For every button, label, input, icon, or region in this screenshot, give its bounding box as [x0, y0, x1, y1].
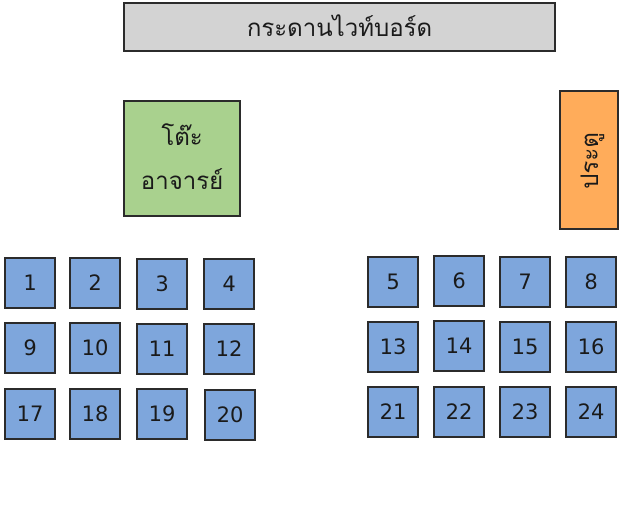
seat-23: 23	[499, 386, 551, 438]
seat-number: 18	[82, 402, 109, 426]
seat-number: 24	[578, 400, 605, 424]
seat-number: 16	[578, 335, 605, 359]
seat-24: 24	[565, 386, 617, 438]
seat-8: 8	[565, 256, 617, 308]
teacher-desk-label-line2: อาจารย์	[141, 159, 223, 203]
seat-1: 1	[4, 257, 56, 309]
seat-number: 22	[446, 400, 473, 424]
teacher-desk: โต๊ะ อาจารย์	[123, 100, 241, 217]
seat-number: 4	[222, 272, 235, 296]
seat-number: 20	[217, 403, 244, 427]
seat-number: 9	[23, 336, 36, 360]
seat-11: 11	[136, 323, 188, 375]
seat-number: 8	[584, 270, 597, 294]
seat-10: 10	[69, 322, 121, 374]
seat-20: 20	[204, 389, 256, 441]
door: ประตู	[559, 90, 619, 230]
seat-2: 2	[69, 257, 121, 309]
seat-15: 15	[499, 321, 551, 373]
seat-number: 14	[446, 334, 473, 358]
seat-number: 7	[518, 270, 531, 294]
seat-6: 6	[433, 255, 485, 307]
whiteboard: กระดานไวท์บอร์ด	[123, 2, 556, 52]
seat-14: 14	[433, 320, 485, 372]
seat-number: 12	[216, 337, 243, 361]
seat-5: 5	[367, 256, 419, 308]
seat-4: 4	[203, 258, 255, 310]
whiteboard-label: กระดานไวท์บอร์ด	[247, 8, 432, 47]
seat-number: 10	[82, 336, 109, 360]
seat-number: 21	[380, 400, 407, 424]
seat-number: 3	[155, 272, 168, 296]
door-label: ประตู	[570, 132, 609, 189]
seat-12: 12	[203, 323, 255, 375]
seat-7: 7	[499, 256, 551, 308]
seat-21: 21	[367, 386, 419, 438]
seat-number: 11	[149, 337, 176, 361]
seat-3: 3	[136, 258, 188, 310]
seat-19: 19	[136, 388, 188, 440]
seat-9: 9	[4, 322, 56, 374]
seat-number: 2	[88, 271, 101, 295]
seat-18: 18	[69, 388, 121, 440]
seat-number: 13	[380, 335, 407, 359]
teacher-desk-label-line1: โต๊ะ	[161, 115, 202, 159]
seat-16: 16	[565, 321, 617, 373]
seat-number: 15	[512, 335, 539, 359]
seat-13: 13	[367, 321, 419, 373]
seat-number: 1	[23, 271, 36, 295]
seat-number: 6	[452, 269, 465, 293]
seat-number: 19	[149, 402, 176, 426]
seat-22: 22	[433, 386, 485, 438]
seat-17: 17	[4, 388, 56, 440]
seat-number: 17	[17, 402, 44, 426]
seat-number: 23	[512, 400, 539, 424]
seat-number: 5	[386, 270, 399, 294]
